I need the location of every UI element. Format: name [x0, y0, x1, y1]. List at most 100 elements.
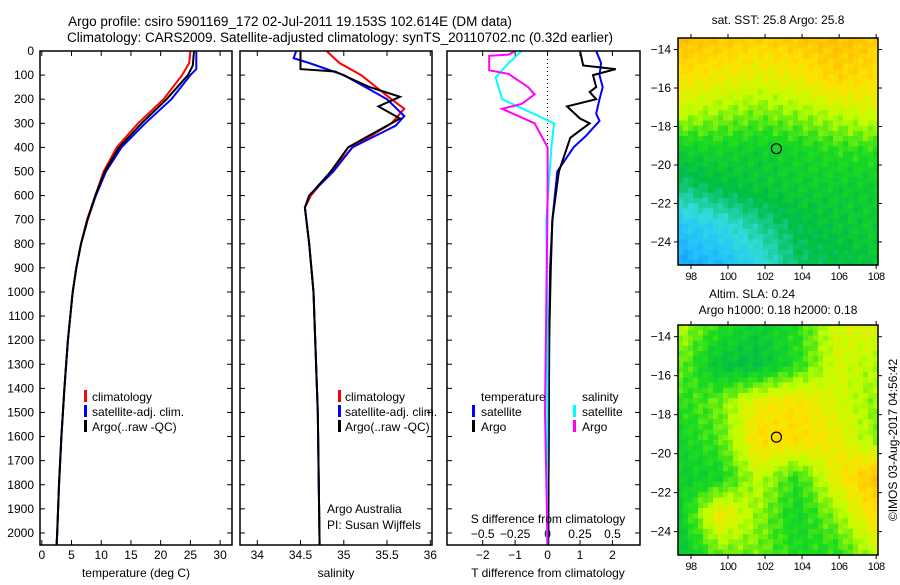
heatmap-cell [833, 377, 839, 384]
heatmap-cell [718, 120, 724, 127]
heatmap-cell [813, 192, 819, 199]
heatmap-cell [823, 69, 829, 75]
heatmap-cell [678, 197, 684, 204]
heatmap-cell [708, 177, 714, 184]
heatmap-cell [813, 130, 819, 137]
heatmap-cell [783, 48, 789, 55]
heatmap-cell [803, 74, 809, 80]
heatmap-cell [713, 94, 719, 101]
heatmap-cell [803, 130, 809, 137]
heatmap-cell [803, 208, 809, 215]
heatmap-cell [768, 244, 774, 251]
heatmap-cell [763, 429, 769, 436]
heatmap-cell [833, 99, 839, 106]
heatmap-cell [788, 377, 794, 384]
heatmap-cell [683, 434, 689, 441]
heatmap-cell [858, 335, 864, 342]
heatmap-cell [823, 259, 829, 266]
heatmap-cell [693, 74, 699, 80]
heatmap-cell [863, 254, 869, 261]
heatmap-cell [783, 393, 789, 399]
heatmap-cell [693, 182, 699, 189]
heatmap-cell [693, 544, 699, 551]
heatmap-cell [843, 345, 849, 352]
pi-label: PI: Susan Wijffels [327, 518, 421, 532]
heatmap-cell [753, 351, 759, 357]
heatmap-cell [758, 38, 764, 44]
heatmap-cell [693, 340, 699, 347]
heatmap-cell [868, 513, 874, 519]
heatmap-cell [813, 89, 819, 96]
heatmap-cell [753, 234, 759, 240]
heatmap-cell [683, 440, 689, 446]
heatmap-cell [733, 58, 739, 65]
heatmap-cell [698, 89, 704, 96]
heatmap-cell [863, 508, 869, 514]
heatmap-cell [723, 361, 729, 368]
heatmap-cell [793, 450, 799, 457]
heatmap-cell [798, 182, 804, 189]
heatmap-cell [723, 177, 729, 184]
heatmap-cell [868, 223, 874, 230]
heatmap-cell [843, 177, 849, 184]
heatmap-cell [788, 460, 794, 467]
heatmap-cell [823, 345, 829, 352]
heatmap-cell [703, 125, 709, 132]
heatmap-cell [693, 440, 699, 446]
heatmap-cell [868, 79, 874, 86]
heatmap-cell [848, 38, 854, 44]
heatmap-cell [718, 99, 724, 106]
heatmap-cell [818, 528, 824, 535]
heatmap-cell [858, 192, 864, 199]
heatmap-cell [708, 403, 714, 410]
heatmap-cell [858, 187, 864, 194]
heatmap-cell [798, 513, 804, 519]
heatmap-cell [863, 549, 869, 556]
heatmap-cell [698, 53, 704, 60]
heatmap-cell [698, 539, 704, 546]
heatmap-cell [813, 213, 819, 220]
heatmap-cell [788, 534, 794, 540]
heatmap-cell [863, 110, 869, 116]
heatmap-cell [788, 254, 794, 261]
heatmap-cell [748, 244, 754, 251]
heatmap-cell [723, 523, 729, 530]
heatmap-cell [758, 492, 764, 499]
heatmap-cell [683, 476, 689, 483]
heatmap-cell [843, 335, 849, 342]
heatmap-cell [863, 249, 869, 256]
heatmap-cell [863, 223, 869, 230]
heatmap-cell [773, 239, 779, 245]
heatmap-cell [798, 508, 804, 514]
heatmap-cell [823, 223, 829, 230]
heatmap-cell [798, 130, 804, 137]
heatmap-cell [803, 372, 809, 378]
heatmap-cell [828, 192, 834, 199]
heatmap-cell [818, 146, 824, 153]
heatmap-cell [763, 182, 769, 189]
y-tick-label: 100 [14, 68, 34, 82]
heatmap-cell [853, 460, 859, 467]
heatmap-cell [828, 534, 834, 540]
heatmap-cell [768, 434, 774, 441]
heatmap-cell [703, 471, 709, 478]
heatmap-cell [793, 69, 799, 75]
heatmap-cell [688, 239, 694, 245]
heatmap-cell [683, 518, 689, 525]
heatmap-cell [738, 502, 744, 509]
y-tick-label: 0 [27, 44, 34, 58]
heatmap-cell [773, 254, 779, 261]
heatmap-cell [748, 398, 754, 404]
heatmap-cell [713, 130, 719, 137]
heatmap-cell [708, 239, 714, 245]
heatmap-cell [768, 440, 774, 446]
heatmap-cell [743, 115, 749, 122]
heatmap-cell [738, 63, 744, 70]
heatmap-cell [858, 74, 864, 80]
heatmap-cell [743, 455, 749, 462]
heatmap-cell [763, 424, 769, 431]
heatmap-cell [728, 487, 734, 493]
heatmap-cell [828, 94, 834, 101]
heatmap-cell [708, 481, 714, 488]
heatmap-cell [698, 429, 704, 436]
